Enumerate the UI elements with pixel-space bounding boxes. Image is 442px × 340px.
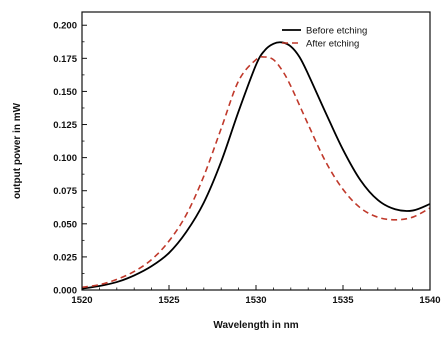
y-tick-label: 0.050 — [53, 219, 77, 230]
y-tick-label: 0.200 — [53, 21, 77, 32]
y-tick-label: 0.000 — [53, 286, 77, 297]
x-tick-label: 1535 — [332, 295, 354, 306]
series-line-after-etching — [81, 56, 431, 289]
legend-label-after-etching: After etching — [306, 39, 359, 50]
y-tick-label: 0.125 — [53, 120, 77, 131]
x-tick-label: 1520 — [71, 295, 92, 306]
y-axis-label: output power in mW — [12, 102, 23, 199]
y-tick-label: 0.175 — [53, 54, 77, 65]
x-tick-label: 1530 — [245, 295, 266, 306]
x-axis: 1520 1525 1530 1535 1540 — [71, 285, 441, 306]
legend-label-before-etching: Before etching — [306, 26, 367, 37]
series-line-before-etching — [81, 41, 431, 290]
x-axis-label: Wavelength in nm — [213, 320, 298, 331]
x-tick-label: 1540 — [419, 295, 440, 306]
x-tick-label: 1525 — [158, 295, 180, 306]
y-tick-label: 0.025 — [53, 252, 77, 263]
y-tick-label: 0.150 — [53, 87, 77, 98]
series-layer — [81, 41, 431, 290]
y-axis: 0.000 0.025 0.050 0.075 0.100 0.125 0.150 0.175… — [53, 21, 87, 297]
y-tick-label: 0.075 — [53, 186, 77, 197]
y-tick-label: 0.100 — [53, 153, 77, 164]
legend: Before etching After etching — [282, 26, 367, 50]
